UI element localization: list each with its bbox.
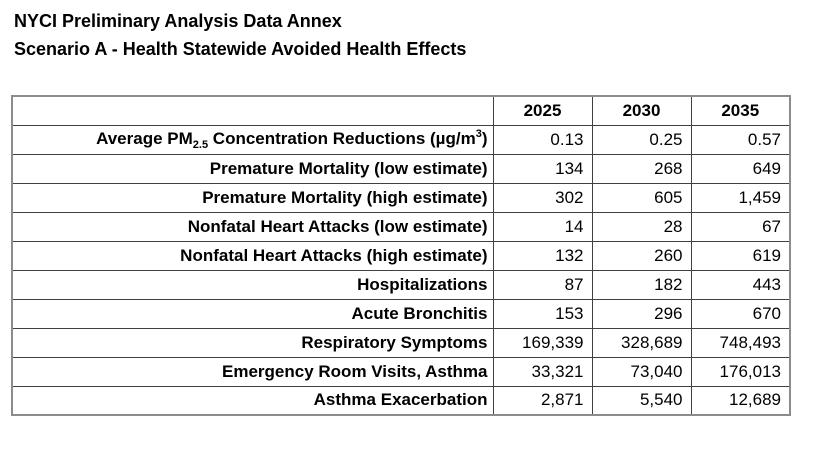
- table-row-asthma-exacerbation: Asthma Exacerbation 2,871 5,540 12,689: [11, 385, 791, 416]
- row-label-pm25-concentration: Average PM2.5 Concentration Reductions (…: [11, 124, 494, 155]
- table-row-nonfatal-heart-attacks-high: Nonfatal Heart Attacks (high estimate) 1…: [11, 240, 791, 271]
- row-label: Nonfatal Heart Attacks (low estimate): [11, 211, 494, 242]
- cell-value: 134: [492, 153, 593, 184]
- document-titles: NYCI Preliminary Analysis Data Annex Sce…: [14, 7, 466, 63]
- row-label: Asthma Exacerbation: [11, 385, 494, 416]
- cell-value: 169,339: [492, 327, 593, 358]
- header-empty-cell: [11, 95, 494, 126]
- cell-value: 296: [591, 298, 692, 329]
- document-subtitle: Scenario A - Health Statewide Avoided He…: [14, 39, 467, 59]
- table-row-pm25-concentration: Average PM2.5 Concentration Reductions (…: [11, 124, 791, 155]
- document-title: NYCI Preliminary Analysis Data Annex: [14, 11, 342, 31]
- cell-value: 302: [492, 182, 593, 213]
- cell-value: 73,040: [591, 356, 692, 387]
- pm25-label-post: ): [481, 129, 488, 148]
- cell-value: 443: [690, 269, 791, 300]
- table-row-acute-bronchitis: Acute Bronchitis 153 296 670: [11, 298, 791, 329]
- cell-value: 670: [690, 298, 791, 329]
- cell-value: 132: [492, 240, 593, 271]
- header-year-2030: 2030: [591, 95, 692, 126]
- row-label: Hospitalizations: [11, 269, 494, 300]
- table-row-er-visits-asthma: Emergency Room Visits, Asthma 33,321 73,…: [11, 356, 791, 387]
- avoided-health-effects-table: 2025 2030 2035 Average PM2.5 Concentrati…: [11, 95, 791, 416]
- cell-value: 0.13: [492, 124, 593, 155]
- table-row-respiratory-symptoms: Respiratory Symptoms 169,339 328,689 748…: [11, 327, 791, 358]
- cell-value: 619: [690, 240, 791, 271]
- cell-value: 33,321: [492, 356, 593, 387]
- cell-value: 14: [492, 211, 593, 242]
- row-label: Premature Mortality (low estimate): [11, 153, 494, 184]
- table-row-hospitalizations: Hospitalizations 87 182 443: [11, 269, 791, 300]
- cell-value: 5,540: [591, 385, 692, 416]
- cell-value: 1,459: [690, 182, 791, 213]
- cell-value: 268: [591, 153, 692, 184]
- table-row-premature-mortality-low: Premature Mortality (low estimate) 134 2…: [11, 153, 791, 184]
- pm25-label-superscript: 3: [475, 128, 482, 140]
- cell-value: 87: [492, 269, 593, 300]
- header-year-2025: 2025: [492, 95, 593, 126]
- cell-value: 28: [591, 211, 692, 242]
- pm25-label-pre: Average PM: [96, 129, 193, 148]
- cell-value: 0.25: [591, 124, 692, 155]
- cell-value: 328,689: [591, 327, 692, 358]
- cell-value: 260: [591, 240, 692, 271]
- cell-value: 748,493: [690, 327, 791, 358]
- cell-value: 12,689: [690, 385, 791, 416]
- cell-value: 605: [591, 182, 692, 213]
- row-label: Nonfatal Heart Attacks (high estimate): [11, 240, 494, 271]
- table-header-row: 2025 2030 2035: [11, 95, 791, 126]
- cell-value: 176,013: [690, 356, 791, 387]
- cell-value: 0.57: [690, 124, 791, 155]
- pm25-label-subscript: 2.5: [192, 139, 209, 151]
- cell-value: 67: [690, 211, 791, 242]
- cell-value: 649: [690, 153, 791, 184]
- row-label: Acute Bronchitis: [11, 298, 494, 329]
- header-year-2035: 2035: [690, 95, 791, 126]
- row-label: Premature Mortality (high estimate): [11, 182, 494, 213]
- row-label: Emergency Room Visits, Asthma: [11, 356, 494, 387]
- cell-value: 2,871: [492, 385, 593, 416]
- pm25-label-mid: Concentration Reductions (µg/m: [208, 129, 476, 148]
- table-row-nonfatal-heart-attacks-low: Nonfatal Heart Attacks (low estimate) 14…: [11, 211, 791, 242]
- row-label: Respiratory Symptoms: [11, 327, 494, 358]
- table-row-premature-mortality-high: Premature Mortality (high estimate) 302 …: [11, 182, 791, 213]
- cell-value: 182: [591, 269, 692, 300]
- cell-value: 153: [492, 298, 593, 329]
